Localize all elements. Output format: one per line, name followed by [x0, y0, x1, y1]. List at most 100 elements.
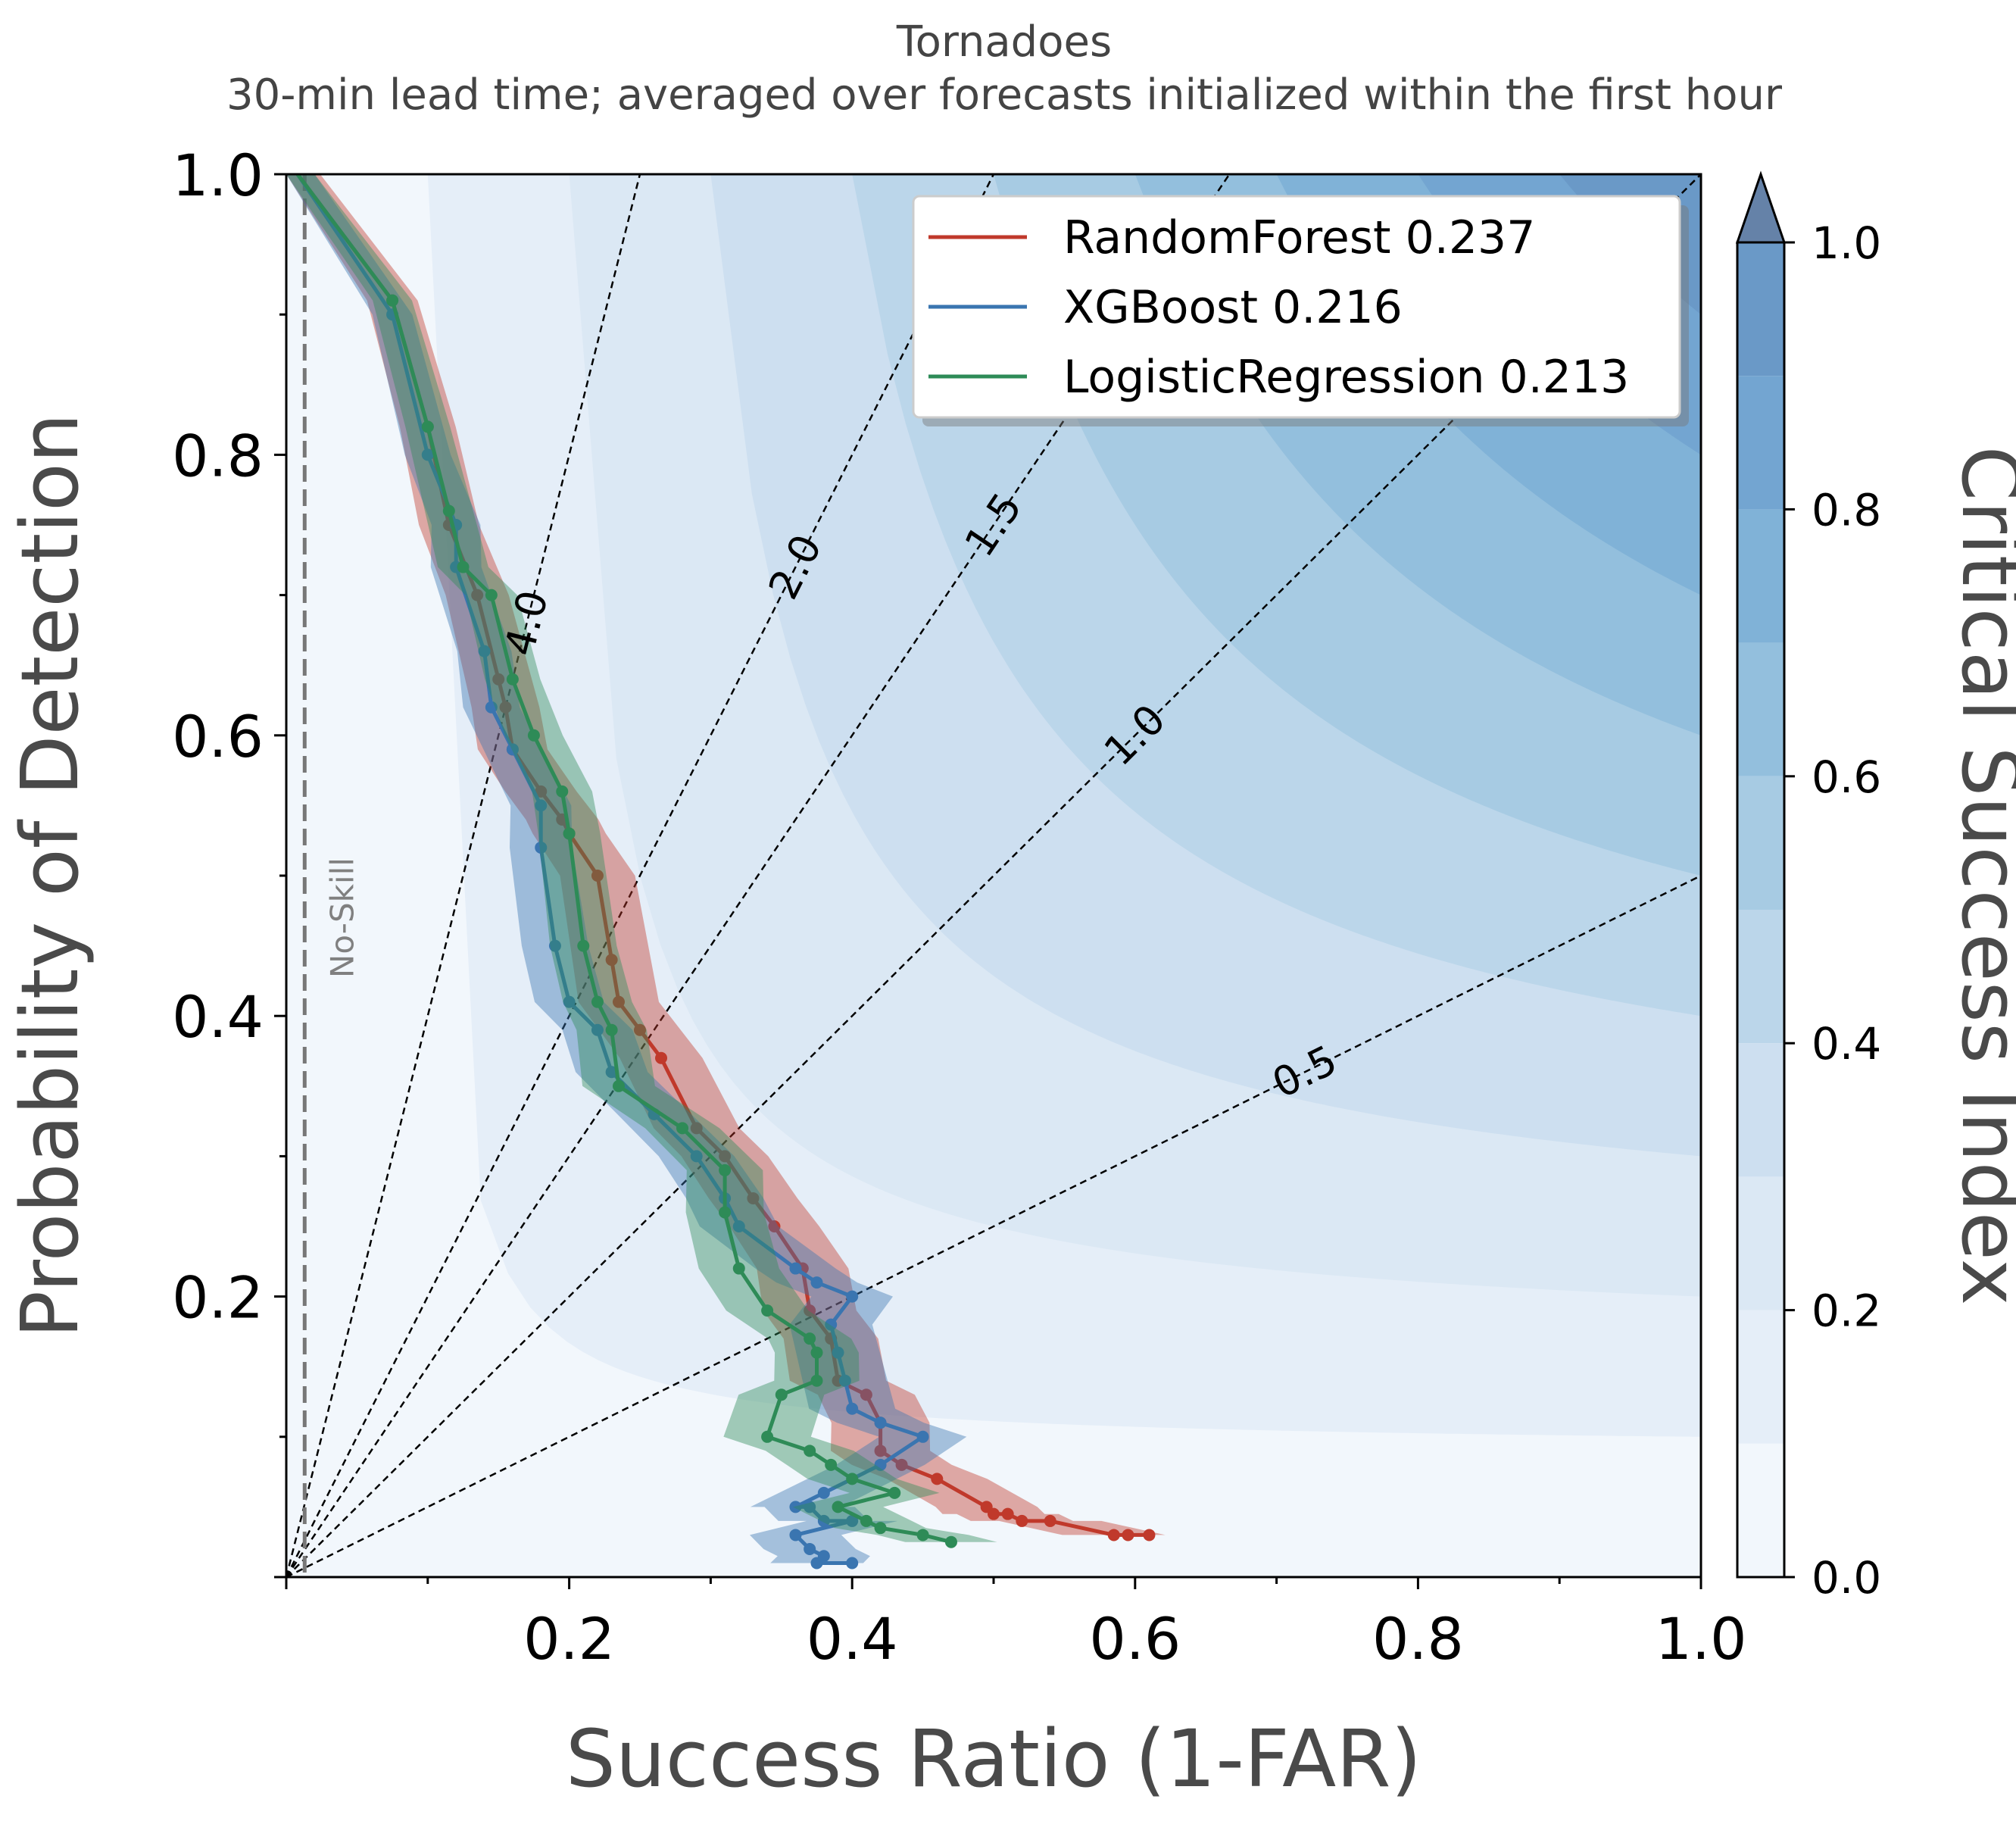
y-tick-labels: 0.2 0.4 0.6 0.8 1.0 — [172, 142, 264, 1332]
series-point — [747, 1192, 760, 1204]
series-point — [506, 743, 519, 756]
legend-label: LogisticRegression 0.213 — [1063, 351, 1629, 404]
series-point — [535, 785, 548, 798]
series-point — [577, 939, 590, 952]
colorbar-band — [1737, 1043, 1784, 1177]
series-point — [860, 1388, 872, 1401]
x-axis-label: Success Ratio (1-FAR) — [566, 1713, 1421, 1805]
colorbar-tick-label: 0.8 — [1812, 484, 1881, 536]
axis-ticks — [274, 173, 1702, 1589]
series-point — [591, 995, 604, 1008]
series-point — [846, 1290, 859, 1303]
x-tick-label: 0.8 — [1372, 1605, 1464, 1673]
series-point — [563, 827, 576, 840]
series-point — [457, 561, 470, 573]
series-point — [1122, 1529, 1134, 1541]
colorbar-band — [1737, 1176, 1784, 1310]
colorbar-tick-label: 0.4 — [1812, 1018, 1881, 1070]
no-skill-label: No-Skill — [323, 857, 360, 978]
chart-title: Tornadoes — [896, 17, 1112, 67]
x-tick-label: 0.6 — [1089, 1605, 1181, 1673]
series-point — [838, 1374, 851, 1387]
series-point — [825, 1458, 838, 1471]
colorbar — [1735, 170, 1787, 1579]
series-point — [860, 1514, 872, 1527]
series-point — [1016, 1514, 1028, 1527]
colorbar-band — [1737, 1310, 1784, 1444]
series-2 — [286, 174, 997, 1548]
y-axis-label: Probability of Detection — [4, 413, 96, 1338]
series-point — [804, 1332, 816, 1345]
series-point — [591, 1023, 604, 1036]
series-point — [825, 1318, 838, 1331]
series-point — [874, 1445, 887, 1457]
bias-line — [286, 174, 995, 1577]
series-band — [286, 174, 997, 1542]
series-point — [895, 1458, 908, 1471]
legend-box — [912, 195, 1681, 419]
series-point — [719, 1164, 732, 1176]
series-point — [535, 799, 548, 812]
bias-line — [286, 174, 641, 1577]
series-point — [732, 1262, 745, 1275]
legend-label: XGBoost 0.216 — [1063, 281, 1403, 334]
series-point — [485, 589, 498, 601]
colorbar-tick-label: 0.6 — [1812, 751, 1881, 803]
colorbar-tick-label: 1.0 — [1812, 217, 1881, 269]
y-tick-label: 0.8 — [172, 422, 264, 489]
series-point — [810, 1276, 823, 1289]
series-point — [719, 1150, 732, 1163]
series-point — [485, 701, 498, 714]
series-point — [1143, 1529, 1156, 1541]
series-band — [286, 174, 1201, 1535]
colorbar-extend — [1735, 170, 1787, 244]
series-point — [492, 673, 505, 686]
series-point — [888, 1486, 901, 1499]
series-point — [556, 785, 569, 798]
series-point — [1044, 1514, 1056, 1527]
x-tick-labels: 0.2 0.4 0.6 0.8 1.0 — [523, 1605, 1746, 1673]
series-point — [874, 1458, 887, 1471]
bias-line — [286, 874, 1701, 1577]
series-point — [478, 645, 491, 657]
series-point — [804, 1542, 816, 1555]
chart-subtitle: 30-min lead time; averaged over forecast… — [226, 70, 1783, 120]
series-point — [916, 1430, 929, 1443]
y-tick-label: 1.0 — [172, 142, 264, 209]
series-1 — [286, 174, 967, 1570]
series-point — [1001, 1507, 1014, 1520]
colorbar-frame — [1736, 241, 1786, 1579]
series-point — [817, 1514, 830, 1527]
legend: RandomForest 0.237 XGBoost 0.216 LogisticR… — [912, 195, 1689, 426]
series-point — [810, 1557, 823, 1570]
series-point — [442, 504, 455, 517]
series-point — [499, 701, 512, 714]
x-tick-label: 0.4 — [807, 1605, 898, 1673]
series-point — [471, 589, 484, 601]
series-point — [944, 1535, 957, 1548]
series-point — [931, 1473, 944, 1485]
series-point — [874, 1417, 887, 1429]
bias-line — [286, 174, 1231, 1577]
y-tick-label: 0.6 — [172, 703, 264, 770]
series-point — [832, 1346, 844, 1359]
y-tick-label: 0.4 — [172, 983, 264, 1051]
series-point — [874, 1522, 887, 1535]
series-point — [421, 420, 434, 433]
series-layer — [286, 174, 1201, 1570]
series-point — [732, 1220, 745, 1232]
colorbar-tick-label: 0.0 — [1812, 1552, 1881, 1604]
series-point — [605, 954, 618, 967]
series-point — [916, 1529, 929, 1541]
colorbar-label: Critical Success Index — [1944, 446, 2016, 1306]
series-point — [846, 1402, 859, 1415]
series-point — [832, 1501, 844, 1513]
series-point — [612, 995, 625, 1008]
colorbar-band — [1737, 509, 1784, 643]
series-point — [421, 448, 434, 461]
series-point — [804, 1304, 816, 1317]
series-point — [719, 1206, 732, 1219]
series-point — [655, 1051, 668, 1064]
series-point — [768, 1220, 781, 1232]
series-point — [810, 1374, 823, 1387]
